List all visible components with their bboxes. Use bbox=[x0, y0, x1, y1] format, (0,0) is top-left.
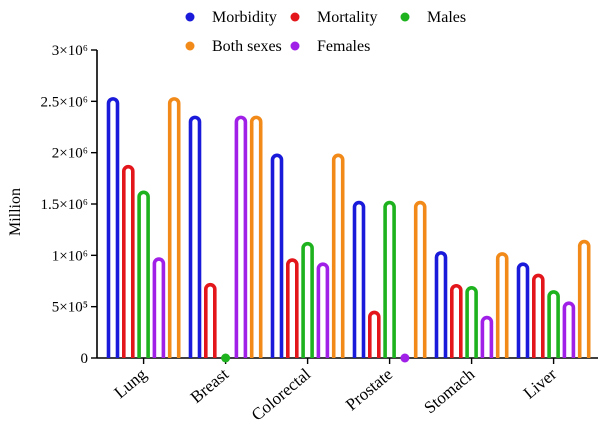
x-tick-label-colorectal: Colorectal bbox=[248, 364, 315, 424]
legend-marker-both-sexes bbox=[185, 41, 195, 51]
legend-marker-morbidity bbox=[185, 12, 195, 22]
bar-males-lung bbox=[137, 190, 150, 358]
x-tick-label-liver: Liver bbox=[520, 364, 561, 402]
bar-females-breast bbox=[234, 115, 248, 358]
legend-label-both-sexes: Both sexes bbox=[212, 38, 282, 55]
legend-item-both-sexes: Both sexes bbox=[185, 38, 282, 55]
bar-females-colorectal bbox=[316, 262, 330, 358]
legend-marker-males bbox=[400, 12, 410, 22]
bar-morbidity-stomach bbox=[434, 251, 448, 358]
bar-morbidity-prostate bbox=[352, 200, 366, 358]
bar-morbidity-colorectal bbox=[270, 153, 284, 358]
x-tick-label-lung: Lung bbox=[110, 364, 150, 402]
bar-mortality-breast bbox=[204, 282, 217, 358]
legend-label-males: Males bbox=[427, 9, 466, 26]
bar-females-lung bbox=[152, 257, 166, 358]
bar-males-breast bbox=[221, 353, 231, 363]
bar-males-stomach bbox=[465, 286, 478, 358]
bar-males-liver bbox=[547, 290, 560, 358]
x-tick-label-breast: Breast bbox=[187, 364, 233, 407]
bar-both-sexes-breast bbox=[249, 115, 263, 358]
legend-item-males: Males bbox=[400, 9, 466, 26]
bar-morbidity-breast bbox=[188, 115, 202, 358]
bar-mortality-colorectal bbox=[286, 258, 299, 358]
legend-label-females: Females bbox=[317, 38, 370, 55]
bar-males-colorectal bbox=[301, 241, 314, 358]
y-tick-label: 1×10⁶ bbox=[52, 248, 88, 264]
bar-mortality-prostate bbox=[368, 310, 381, 358]
bar-both-sexes-liver bbox=[577, 239, 591, 358]
bar-both-sexes-lung bbox=[167, 97, 181, 358]
legend-label-morbidity: Morbidity bbox=[212, 9, 277, 26]
y-tick-label: 2.5×10⁶ bbox=[41, 94, 88, 110]
bar-morbidity-lung bbox=[106, 97, 120, 358]
x-tick-label-stomach: Stomach bbox=[420, 364, 478, 417]
y-axis-title: Million bbox=[7, 188, 24, 236]
bar-females-prostate bbox=[400, 353, 410, 363]
bar-males-prostate bbox=[383, 200, 396, 358]
bar-mortality-lung bbox=[122, 164, 135, 358]
y-tick-label: 1.5×10⁶ bbox=[41, 197, 88, 213]
legend-marker-mortality bbox=[290, 12, 300, 22]
bar-females-liver bbox=[562, 301, 576, 358]
bar-both-sexes-prostate bbox=[413, 200, 427, 358]
bar-morbidity-liver bbox=[516, 262, 530, 358]
bar-both-sexes-stomach bbox=[495, 252, 509, 358]
y-tick-label: 2×10⁶ bbox=[52, 146, 88, 162]
x-tick-label-prostate: Prostate bbox=[342, 365, 396, 415]
legend-item-females: Females bbox=[290, 38, 370, 55]
bar-mortality-stomach bbox=[450, 283, 463, 358]
y-axis: 0 5×10⁵ 1×10⁶ 1.5×10⁶ 2×10⁶ 2.5×10⁶ 3×10⁶ bbox=[41, 43, 98, 367]
legend-item-mortality: Mortality bbox=[290, 9, 377, 26]
legend: Morbidity Mortality Males Both sexes Females bbox=[185, 9, 466, 55]
bar-females-stomach bbox=[480, 315, 494, 358]
legend-label-mortality: Mortality bbox=[317, 9, 377, 26]
bars bbox=[106, 97, 591, 363]
bar-both-sexes-colorectal bbox=[331, 153, 345, 358]
y-tick-label: 5×10⁵ bbox=[52, 300, 88, 316]
x-axis: Lung Breast Colorectal Prostate Stomach Liver bbox=[97, 357, 598, 425]
legend-item-morbidity: Morbidity bbox=[185, 9, 277, 26]
legend-marker-females bbox=[290, 41, 300, 51]
y-tick-label: 3×10⁶ bbox=[52, 43, 88, 59]
bar-mortality-liver bbox=[532, 273, 545, 358]
y-tick-label: 0 bbox=[81, 351, 89, 367]
